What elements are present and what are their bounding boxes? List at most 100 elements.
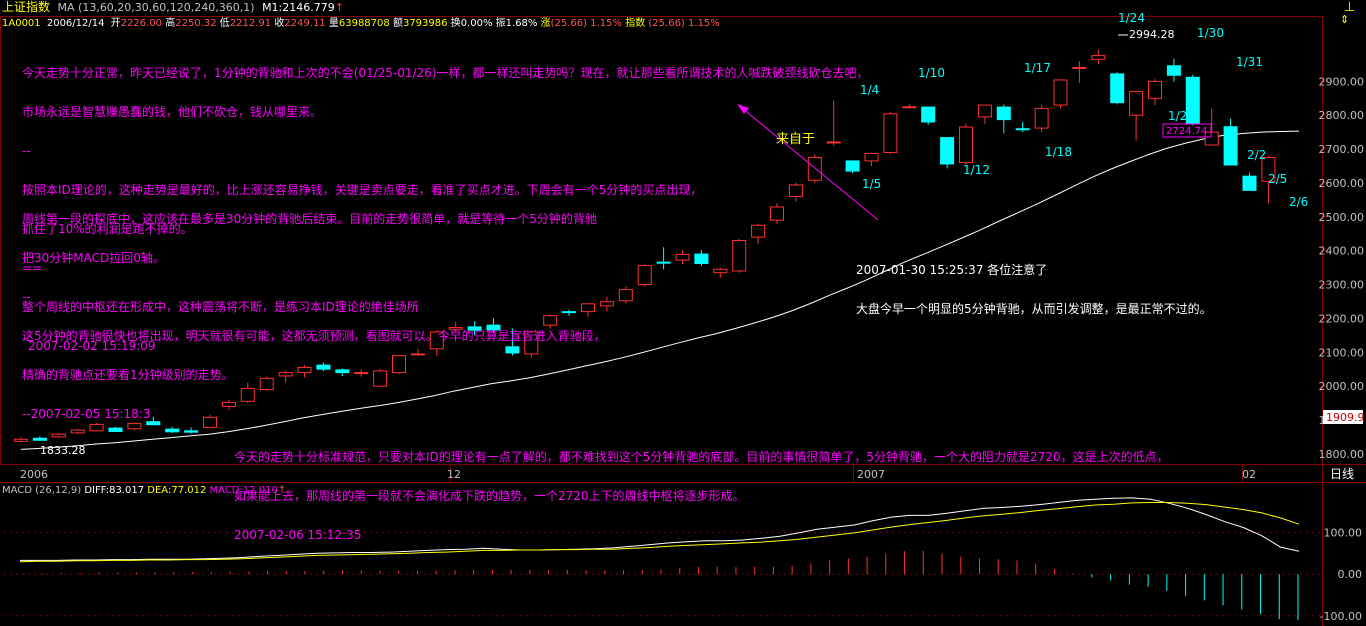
index-pct: 1.15% [688,18,720,29]
candle [259,376,274,392]
date-label-1-12: 1/12 [963,163,990,177]
candle [713,267,728,278]
candle [1261,155,1276,204]
candle-body [996,106,1011,121]
low-value: 2212.91 [229,18,272,29]
candle [278,370,293,383]
ma-line [20,130,1300,450]
candle [562,309,577,316]
candle-body [184,430,199,433]
candle-body [637,265,652,286]
expand-icon[interactable]: ⇕ [1340,13,1350,26]
candle [845,160,860,174]
dea-label: DEA: [147,485,172,496]
candle-body [1185,76,1200,124]
header-row-2: 1A0001 2006/12/14 开2226.00 高2250.32 低221… [2,17,720,30]
candle-body [429,331,444,350]
pointer-arrow [741,107,879,221]
date-label-1-5: 1/5 [862,177,881,191]
date-label-1-10: 1/10 [918,66,945,80]
candle [373,369,388,387]
annotation-2007-02-05: 周线第一段的探底中，这应该在最多是30分钟的背驰后结束。目前的走势很简单，就是等… [22,187,606,447]
candle [14,437,28,443]
candle-body [259,377,274,391]
candle-body [977,104,992,118]
annotation-line: 整个周线的中枢还在形成中，这种震荡将不断，是练习本ID理论的绝佳场所 [22,300,419,314]
candle-body [618,289,633,302]
macd-ytick-label: 100.00 [1324,527,1363,540]
annotation-line: 如果能上去，那周线的第一段就不会演化成下跌的趋势，一个2720上下的周线中枢将逐… [234,489,745,503]
index-label: 指数 [625,18,646,29]
candle [807,154,822,183]
candle-body [14,438,28,442]
annotation-line: 大盘今早一个明显的5分钟背驰，从而引发调整，是最正常不过的。 [856,302,1212,316]
candle [354,369,369,377]
candle-body [807,157,822,181]
candle [751,223,766,244]
date-label-1-17: 1/17 [1024,61,1051,75]
candle [203,414,217,429]
candle [1072,61,1087,84]
candle-body [89,423,104,432]
candle-body [1129,91,1144,116]
up-arrow-icon: ↑ [334,1,344,14]
up-arrow-icon: ↑ [277,485,287,496]
candle-body [562,311,577,314]
diff-line [20,497,1300,561]
candle [1053,79,1068,109]
date-label-2-6: 2/6 [1289,195,1308,209]
candle [732,238,747,273]
candle-body [373,370,388,387]
candle [902,104,917,109]
candle [1015,121,1030,133]
ytick-label: 2600.00 [1319,177,1365,190]
candle-body [543,315,558,326]
candle [581,303,595,317]
volume-value: 63988708 [338,18,390,29]
candle [221,399,236,410]
candle-body [1034,107,1049,129]
candle-body [1091,55,1106,60]
period-label[interactable]: 日线 [1330,467,1354,481]
candle [1091,49,1106,65]
candle-body [902,106,917,109]
candle-body [656,261,671,264]
candle-body [694,253,709,265]
candle [826,100,841,146]
candle-body [108,427,123,432]
ytick-label: 2000.00 [1319,380,1365,393]
header-row-1: 上证指数 MA (13,60,20,30,60,120,240,360,1) M… [2,1,344,15]
candle-body [486,324,501,331]
candle [618,286,633,304]
date-label-1-26: 1/26 [1168,109,1195,123]
ytick-label: 1800.00 [1319,448,1365,461]
candle-body [940,137,955,165]
candle-body [713,268,728,274]
annotation-line: 抓住了10%的利润是跑不掉的。 [22,222,193,236]
candle [429,330,444,356]
dea-line [19,502,1300,563]
bar-date: 2006/12/14 [46,18,105,29]
candle [392,355,406,374]
candle [1148,79,1162,106]
annotation-line: 今天走势十分正常，昨天已经说了，1分钟的背驰和上次的不会(01/25-01/26… [22,66,869,80]
pin-icon[interactable]: ⊥ [1344,0,1356,15]
candle [977,104,992,125]
xtick-12: 12 [447,468,461,481]
annotation-line: 把30分钟MACD拉回0轴。 [22,251,165,265]
macd-value: 12.010 [242,485,278,496]
candle [1204,108,1219,146]
candle-body [883,113,898,153]
candle-body [788,184,803,197]
candle [505,328,520,356]
annotation-timestamp: 2007-02-02 15:19:09 [28,339,156,353]
candle-body [599,301,614,307]
annotation-title: 各位注意了 [987,263,1048,277]
high-label: 高 [165,18,176,29]
candle-body [146,421,161,426]
candle-body [70,429,85,434]
candle-body [921,106,936,123]
xtick-02: 02 [1242,468,1256,481]
